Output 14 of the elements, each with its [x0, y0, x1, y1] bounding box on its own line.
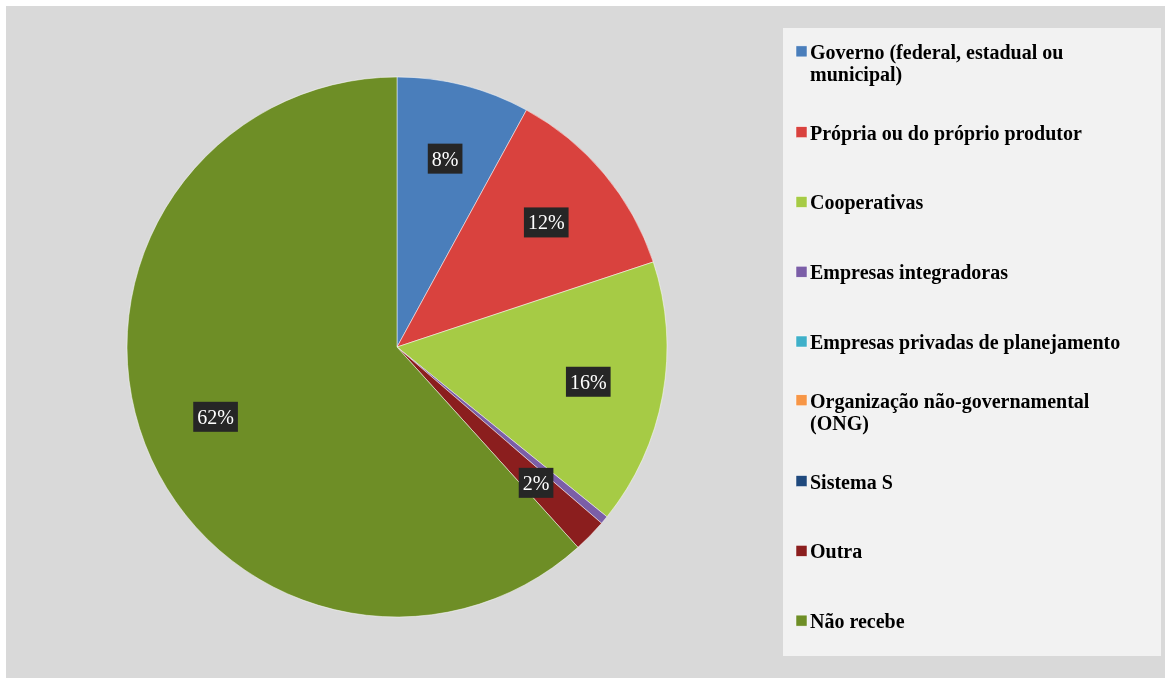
- legend-label: Organização não-governamental (ONG): [810, 389, 1090, 435]
- legend-label: Empresas integradoras: [810, 261, 1009, 285]
- legend-label: Não recebe: [810, 610, 905, 633]
- legend-label: Própria ou do próprio produtor: [810, 121, 1082, 145]
- data-label: 8%: [431, 147, 459, 170]
- legend-label: Sistema S: [810, 470, 893, 493]
- data-label: 12%: [527, 211, 565, 234]
- legend-label: Cooperativas: [810, 191, 924, 215]
- data-label: 2%: [522, 471, 550, 494]
- data-label: 16%: [569, 370, 607, 393]
- data-label: 62%: [197, 405, 234, 428]
- legend-label: Governo (federal, estadual ou municipal): [810, 40, 1064, 86]
- legend-label: Outra: [810, 540, 863, 563]
- legend-label: Empresas privadas de planejamento: [810, 331, 1121, 354]
